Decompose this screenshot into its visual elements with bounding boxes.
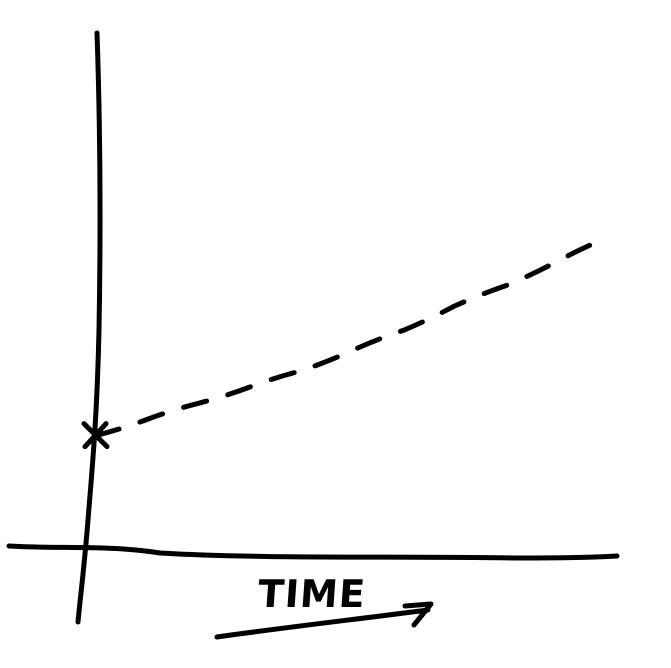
series-line-0 (93, 234, 611, 439)
start-marker (81, 421, 110, 450)
y-axis (75, 30, 103, 625)
series-layer (93, 234, 611, 439)
x-axis-arrow-head (402, 601, 434, 628)
marker-layer (81, 421, 110, 450)
x-axis (6, 543, 620, 561)
x-axis-label: TIME (256, 572, 368, 616)
x-axis-arrow-shaft (214, 607, 431, 640)
